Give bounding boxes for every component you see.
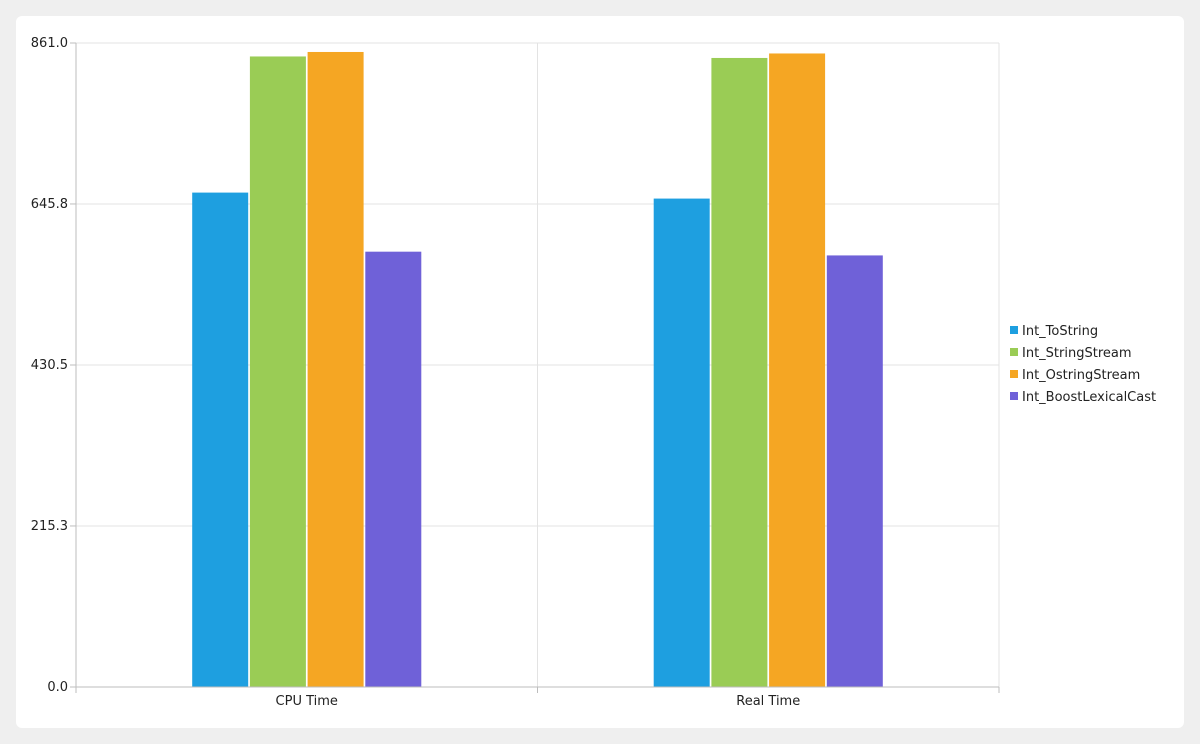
legend-label: Int_ToString xyxy=(1022,324,1098,339)
bar xyxy=(826,255,883,687)
legend-swatch xyxy=(1010,370,1018,378)
bar xyxy=(192,192,249,687)
legend-label: Int_BoostLexicalCast xyxy=(1022,390,1156,405)
legend-label: Int_StringStream xyxy=(1022,346,1132,361)
legend-swatch xyxy=(1010,326,1018,334)
bar xyxy=(769,53,826,687)
y-axis-ticks: 0.0 215.3 430.5 645.8 861.0 xyxy=(31,36,76,695)
y-tick-label: 645.8 xyxy=(31,197,68,212)
y-tick-label: 861.0 xyxy=(31,36,68,51)
y-tick-label: 0.0 xyxy=(47,680,68,695)
bar xyxy=(711,57,768,687)
bar xyxy=(249,56,306,687)
x-category-label: CPU Time xyxy=(276,694,338,709)
bars xyxy=(192,51,883,688)
chart-card: 0.0 215.3 430.5 645.8 861.0 CPU Time Real Tim… xyxy=(16,16,1184,728)
y-tick-label: 215.3 xyxy=(31,519,68,534)
bar xyxy=(307,51,364,688)
bar-chart: 0.0 215.3 430.5 645.8 861.0 CPU Time Real Tim… xyxy=(31,36,1156,709)
bar xyxy=(653,198,710,687)
legend-swatch xyxy=(1010,392,1018,400)
legend: Int_ToString Int_StringStream Int_OstringS… xyxy=(1010,324,1156,405)
legend-swatch xyxy=(1010,348,1018,356)
x-axis-labels: CPU Time Real Time xyxy=(276,694,801,709)
legend-label: Int_OstringStream xyxy=(1022,368,1140,383)
x-category-label: Real Time xyxy=(736,694,800,709)
axes xyxy=(75,43,1000,693)
y-tick-label: 430.5 xyxy=(31,358,68,373)
bar xyxy=(365,251,422,687)
